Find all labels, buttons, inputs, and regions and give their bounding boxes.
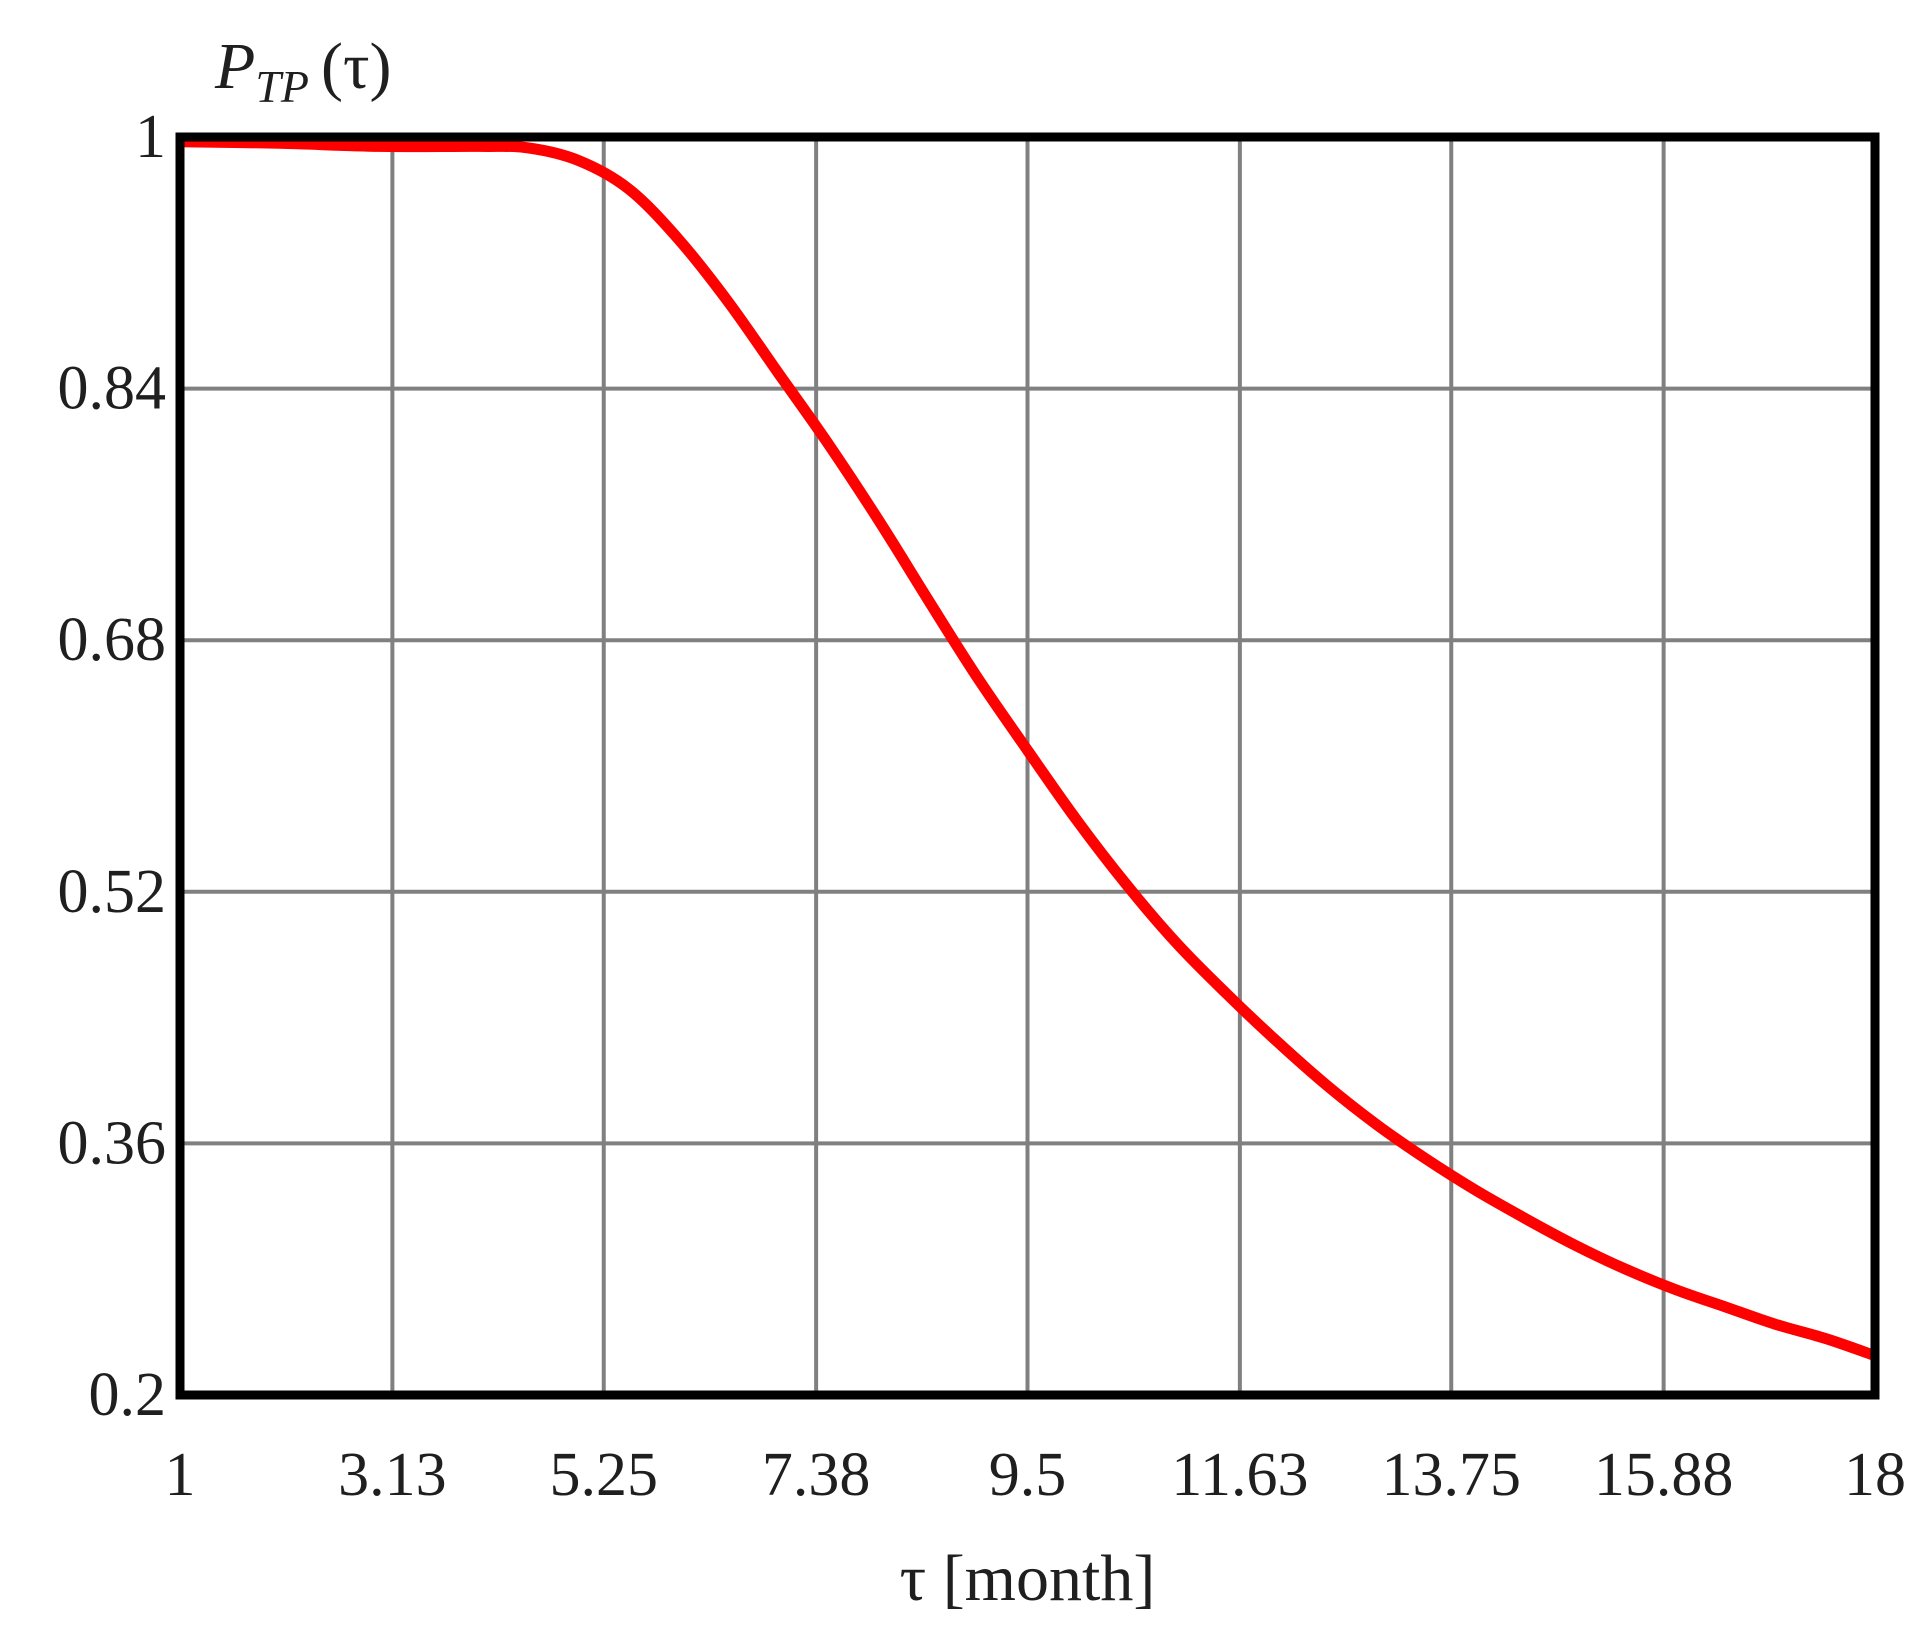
y-axis-label-main: P [214,30,255,103]
series-layer [179,136,1877,1361]
x-tick-labels: 1 3.13 5.25 7.38 9.5 11.63 13.75 15.88 18 [165,1441,1907,1509]
x-tick-label: 15.88 [1594,1441,1734,1509]
y-axis-label-subscript: TP [255,61,309,112]
x-tick-label: 18 [1844,1441,1906,1509]
y-tick-label: 0.36 [58,1109,167,1177]
y-tick-label: 0.2 [89,1361,167,1429]
y-tick-label: 0.68 [58,606,167,674]
y-axis-label-argument: (τ) [321,30,391,103]
x-tick-label: 13.75 [1382,1441,1522,1509]
x-axis-label: τ [month] [900,1542,1156,1615]
plot-frame [175,132,1880,1400]
x-tick-label: 9.5 [989,1441,1067,1509]
x-tick-label: 7.38 [762,1441,871,1509]
x-tick-label: 5.25 [550,1441,659,1509]
x-tick-label: 1 [165,1441,196,1509]
y-tick-label: 0.84 [58,355,167,423]
y-tick-labels: 0.2 0.36 0.52 0.68 0.84 1 [58,103,167,1429]
y-tick-label: 1 [135,103,166,171]
y-tick-label: 0.52 [58,858,167,926]
x-tick-label: 3.13 [338,1441,447,1509]
y-axis-label: PTP (τ) [214,30,392,112]
x-tick-label: 11.63 [1171,1441,1308,1509]
grid-lines [180,137,1875,1395]
series-line [179,136,1877,1361]
